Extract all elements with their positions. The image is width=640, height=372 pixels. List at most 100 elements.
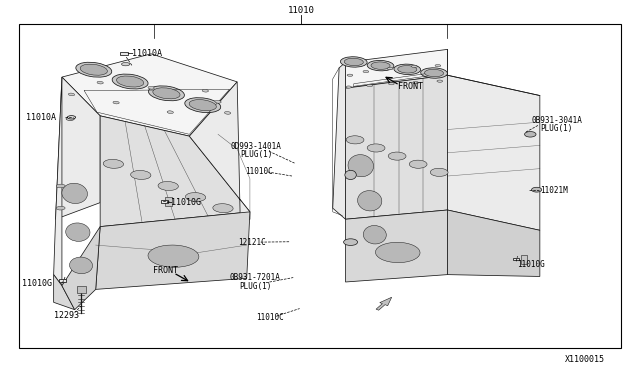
Ellipse shape	[215, 100, 221, 103]
Ellipse shape	[525, 132, 536, 137]
Ellipse shape	[56, 206, 65, 210]
Bar	[120, 52, 127, 55]
Ellipse shape	[344, 239, 358, 246]
Ellipse shape	[344, 58, 364, 65]
Ellipse shape	[113, 101, 119, 104]
Ellipse shape	[371, 62, 390, 69]
Ellipse shape	[112, 74, 148, 89]
Polygon shape	[333, 62, 346, 219]
Polygon shape	[54, 275, 75, 310]
Polygon shape	[62, 54, 237, 136]
Polygon shape	[346, 49, 447, 88]
Ellipse shape	[363, 70, 369, 73]
Ellipse shape	[347, 74, 353, 76]
Text: FRONT: FRONT	[397, 82, 423, 91]
Bar	[513, 258, 520, 260]
Polygon shape	[189, 82, 250, 225]
Ellipse shape	[532, 187, 541, 192]
Ellipse shape	[148, 245, 199, 267]
Text: PLUG(1): PLUG(1)	[239, 282, 271, 291]
Ellipse shape	[56, 184, 65, 188]
Ellipse shape	[346, 136, 364, 144]
Polygon shape	[56, 77, 100, 219]
Bar	[165, 197, 172, 206]
Ellipse shape	[70, 257, 93, 274]
Bar	[161, 200, 168, 203]
Ellipse shape	[189, 100, 216, 110]
Ellipse shape	[185, 98, 221, 113]
FancyArrow shape	[376, 297, 392, 310]
Text: ─11010A: ─11010A	[127, 49, 163, 58]
Ellipse shape	[148, 86, 184, 101]
Ellipse shape	[364, 225, 387, 244]
Text: X1100015: X1100015	[564, 355, 604, 364]
Ellipse shape	[430, 168, 448, 176]
Ellipse shape	[412, 65, 417, 67]
Ellipse shape	[67, 116, 76, 119]
Ellipse shape	[398, 65, 417, 73]
Bar	[19, 24, 621, 349]
Ellipse shape	[358, 190, 382, 211]
Polygon shape	[100, 116, 250, 227]
Bar	[77, 286, 86, 293]
Ellipse shape	[68, 93, 75, 96]
Ellipse shape	[225, 112, 231, 114]
Text: 11010: 11010	[287, 6, 314, 15]
Text: 11021M: 11021M	[540, 186, 568, 195]
Text: 0B931-7201A: 0B931-7201A	[230, 273, 280, 282]
Ellipse shape	[153, 88, 180, 99]
Ellipse shape	[376, 242, 420, 263]
Text: 11010G: 11010G	[518, 260, 545, 269]
Text: PLUG(1): PLUG(1)	[540, 124, 573, 133]
Polygon shape	[447, 75, 540, 230]
Ellipse shape	[340, 57, 367, 67]
Ellipse shape	[103, 159, 124, 168]
Ellipse shape	[367, 60, 394, 71]
Text: 12293: 12293	[54, 311, 79, 320]
Ellipse shape	[409, 160, 427, 168]
Text: 11010G: 11010G	[22, 279, 52, 288]
Ellipse shape	[116, 76, 144, 87]
Ellipse shape	[76, 62, 112, 77]
Polygon shape	[62, 227, 100, 310]
Ellipse shape	[167, 111, 173, 113]
Ellipse shape	[394, 64, 420, 74]
Text: ─11010G: ─11010G	[166, 198, 201, 207]
Ellipse shape	[202, 89, 209, 92]
Ellipse shape	[367, 84, 372, 87]
Text: PLUG(1): PLUG(1)	[241, 150, 273, 159]
Text: 11010C: 11010C	[256, 313, 284, 322]
Ellipse shape	[388, 152, 406, 160]
Ellipse shape	[122, 62, 130, 66]
Ellipse shape	[420, 68, 447, 78]
Ellipse shape	[437, 80, 443, 82]
Text: FRONT: FRONT	[153, 266, 178, 275]
Ellipse shape	[158, 182, 179, 190]
Polygon shape	[54, 77, 62, 286]
Polygon shape	[346, 75, 447, 219]
Ellipse shape	[62, 183, 88, 203]
Text: 0D993-1401A: 0D993-1401A	[231, 142, 282, 151]
Text: 11010C: 11010C	[245, 167, 273, 176]
Ellipse shape	[148, 86, 154, 89]
Ellipse shape	[348, 155, 374, 177]
Text: 0B931-3041A: 0B931-3041A	[532, 116, 582, 125]
Ellipse shape	[435, 64, 441, 67]
Ellipse shape	[186, 193, 205, 202]
Ellipse shape	[66, 117, 74, 121]
Polygon shape	[346, 210, 447, 282]
Ellipse shape	[367, 144, 385, 152]
Polygon shape	[447, 210, 540, 276]
Ellipse shape	[388, 83, 394, 85]
Ellipse shape	[424, 69, 444, 77]
Text: 12121C: 12121C	[239, 238, 266, 247]
Text: 11010A: 11010A	[26, 113, 56, 122]
Ellipse shape	[66, 223, 90, 241]
Ellipse shape	[387, 67, 393, 70]
Ellipse shape	[213, 204, 233, 213]
Ellipse shape	[413, 81, 419, 84]
Ellipse shape	[131, 170, 151, 179]
Ellipse shape	[80, 64, 108, 75]
Ellipse shape	[346, 86, 351, 88]
Ellipse shape	[97, 81, 103, 84]
